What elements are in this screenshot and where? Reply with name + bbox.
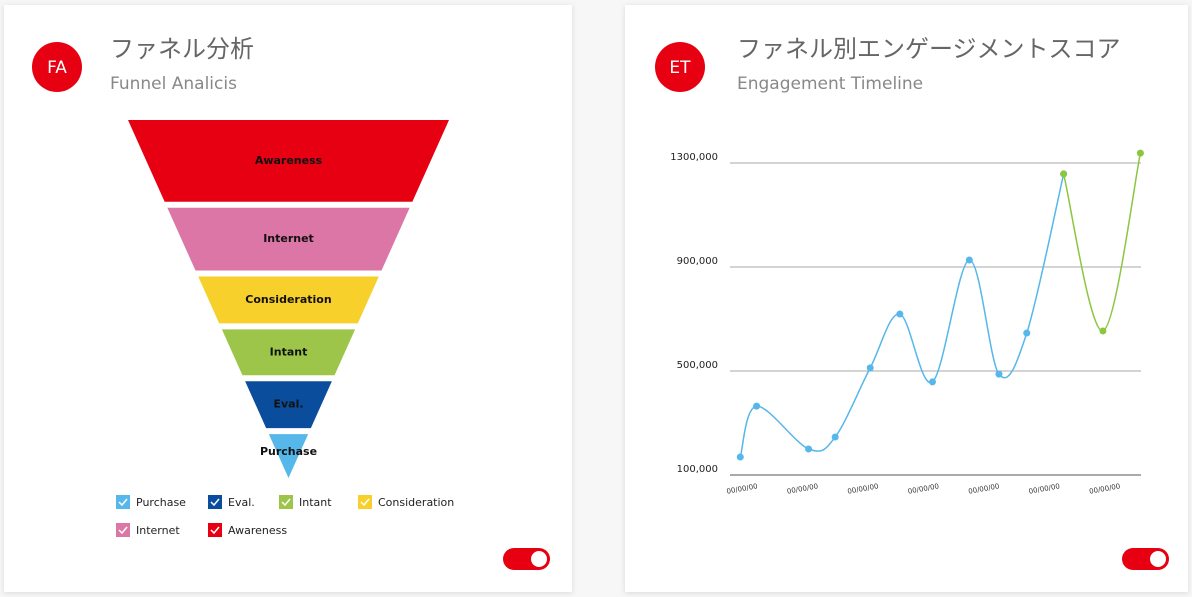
y-tick-label: 100,000 (677, 464, 718, 475)
y-tick-label: 900,000 (677, 256, 718, 267)
point (896, 310, 904, 318)
card (625, 5, 1188, 592)
legend-swatch (208, 523, 222, 537)
avatar (655, 42, 705, 92)
legend-label: Awareness (228, 524, 287, 537)
legend-check (281, 498, 291, 507)
point (805, 445, 813, 453)
point (831, 433, 839, 441)
legend-label: Internet (136, 524, 180, 537)
segment-label: Intant (270, 345, 308, 358)
point (1060, 170, 1068, 178)
legend-label: Purchase (136, 496, 186, 509)
legend-swatch (279, 495, 293, 509)
funnel-segment (198, 276, 379, 324)
legend-check (360, 498, 370, 507)
point (736, 453, 744, 461)
segment-label: Consideration (245, 293, 331, 306)
legend-swatch (116, 523, 130, 537)
segment-label: Internet (263, 232, 314, 245)
point (1136, 149, 1144, 157)
point (1099, 327, 1107, 335)
point (1023, 329, 1031, 337)
avatar-text: ET (669, 58, 691, 78)
legend-label: Eval. (228, 496, 255, 509)
card-subtitle: Engagement Timeline (737, 74, 923, 94)
legend-check (118, 526, 128, 535)
segment-label: Eval. (273, 398, 303, 411)
legend-swatch (116, 495, 130, 509)
y-tick-label: 500,000 (677, 360, 718, 371)
toggle[interactable] (503, 548, 550, 570)
legend-check (210, 526, 220, 535)
legend-swatch (358, 495, 372, 509)
y-tick-label: 1300,000 (670, 152, 718, 163)
avatar (32, 42, 82, 92)
point (866, 364, 874, 372)
legend-check (118, 498, 128, 507)
legend-label: Intant (299, 496, 332, 509)
legend-swatch (208, 495, 222, 509)
funnel-segment (167, 207, 410, 271)
funnel-segment (221, 329, 356, 376)
point (753, 402, 761, 410)
funnel-segment (128, 120, 449, 202)
card-title: ファネル別エンゲージメントスコア (737, 35, 1121, 63)
funnel-segment (268, 434, 309, 478)
card-subtitle: Funnel Analicis (110, 74, 237, 94)
point (928, 378, 936, 386)
toggle[interactable] (1122, 548, 1169, 570)
funnel-segment (245, 381, 332, 429)
segment-label: Awareness (255, 154, 323, 167)
avatar-text: FA (47, 58, 67, 78)
card-title: ファネル分析 (110, 35, 254, 63)
point (995, 370, 1003, 378)
toggle-knob[interactable] (531, 551, 547, 567)
toggle-knob[interactable] (1150, 551, 1166, 567)
point (965, 256, 973, 264)
legend-label: Consideration (378, 496, 454, 509)
legend-check (210, 498, 220, 507)
segment-label: Purchase (260, 445, 317, 458)
